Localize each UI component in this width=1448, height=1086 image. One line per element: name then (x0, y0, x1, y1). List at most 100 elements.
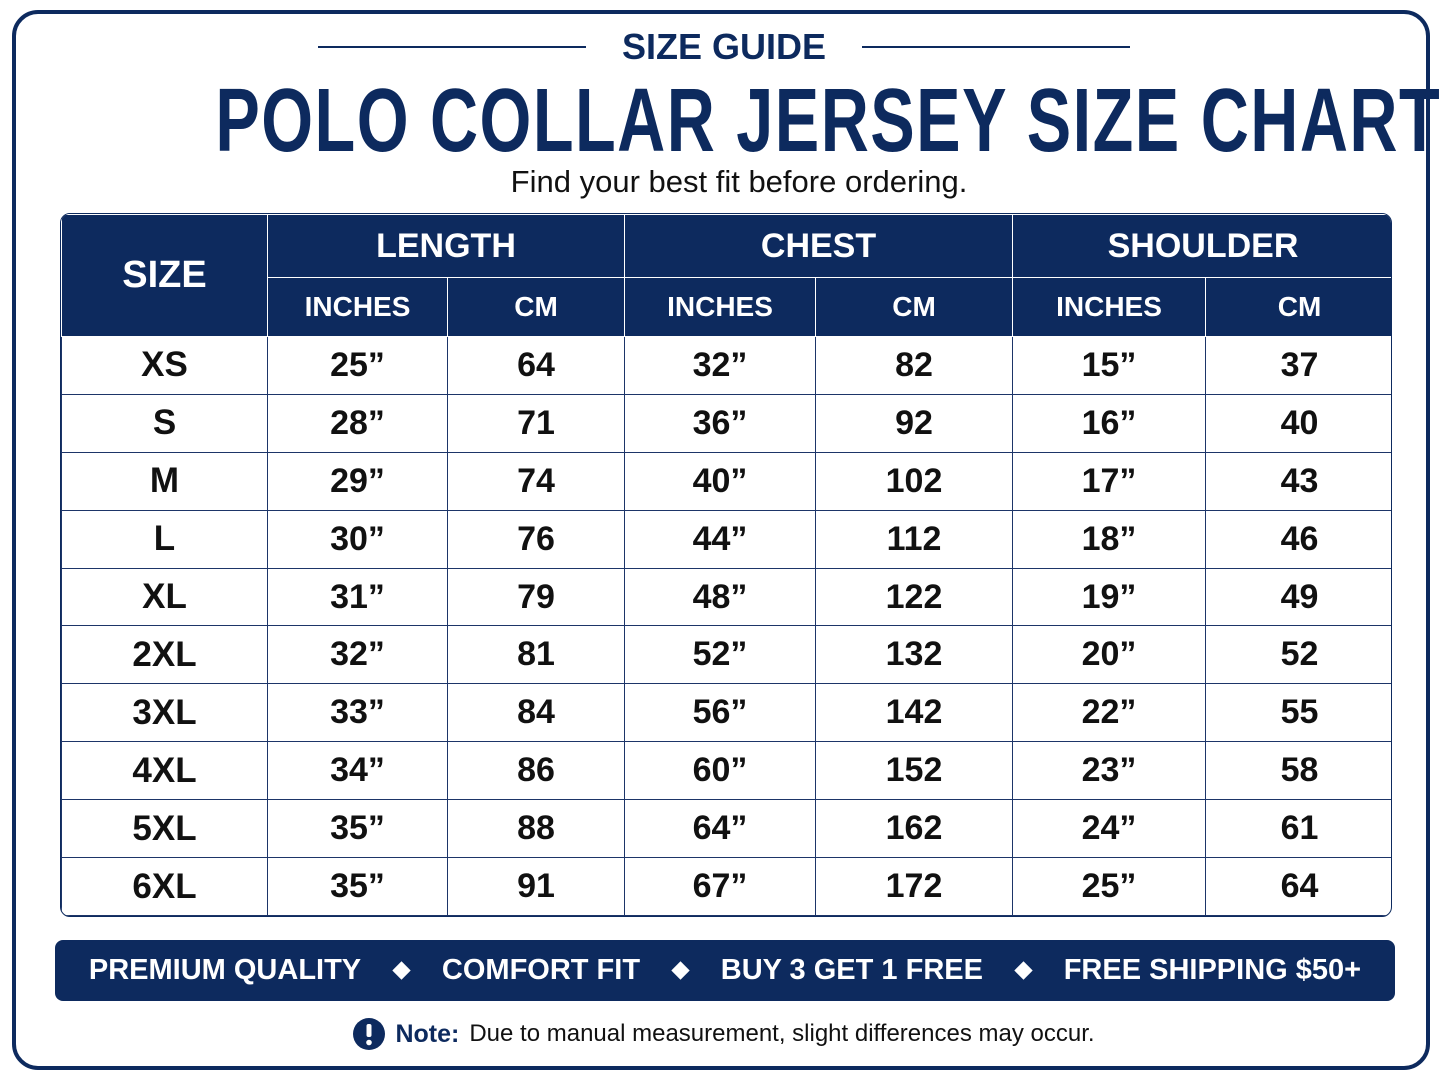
title: POLO COLLAR JERSEY SIZE CHART (215, 71, 1442, 171)
measure-cell: 25” (1012, 857, 1207, 916)
note-icon (353, 1018, 386, 1050)
size-cell: 4XL (61, 741, 268, 801)
size-cell: XS (61, 336, 268, 395)
diamond (1014, 961, 1033, 980)
measure-cell: 71 (447, 393, 625, 453)
measure-cell: 67” (624, 857, 816, 916)
size-row: XL 31” 79 48” 122 19” 49 (61, 567, 1391, 627)
measure-cell: 44” (624, 509, 816, 569)
measure-cell: 86 (447, 741, 625, 801)
measure-cell: 37 (1205, 336, 1391, 395)
measure-cell: 33” (267, 683, 448, 743)
unit-header: CM (814, 277, 1014, 337)
feature: FREE SHIPPING $50+ (1063, 954, 1362, 986)
measure-cell: 35” (267, 799, 448, 859)
measure-cell: 58 (1205, 741, 1391, 801)
note: Note: Due to manual measurement, slight … (0, 1018, 1448, 1050)
measure-cell: 84 (447, 683, 625, 743)
size-row: M 29” 74 40” 102 17” 43 (61, 451, 1391, 511)
table-head: SIZE LENGTH CHEST SHOULDER INCHES CM INCHES CM I… (61, 214, 1391, 337)
size-row: 3XL 33” 84 56” 142 22” 55 (61, 683, 1391, 743)
size-row: 6XL 35” 91 67” 172 25” 64 (61, 857, 1391, 916)
feature: COMFORT FIT (441, 954, 641, 986)
measure-cell: 61 (1205, 799, 1391, 859)
note-label: Note: (395, 1019, 460, 1048)
size-row: S 28” 71 36” 92 16” 40 (61, 393, 1391, 453)
measure-cell: 40” (624, 451, 816, 511)
note-text: Due to manual measurement, slight differ… (469, 1020, 1095, 1047)
size-cell: L (61, 509, 268, 569)
size-cell: M (61, 451, 268, 511)
unit-header: INCHES (624, 277, 816, 337)
measure-cell: 24” (1012, 799, 1207, 859)
size-header: SIZE (61, 214, 268, 337)
subtitle: Find your best fit before ordering. (510, 164, 968, 199)
rule (317, 46, 586, 48)
measure-cell: 40 (1205, 393, 1391, 453)
measure-cell: 76 (447, 509, 625, 569)
measure-cell: 172 (814, 857, 1014, 916)
measure-cell: 52” (624, 625, 816, 685)
frame (12, 10, 1430, 1070)
header-row: SIZE LENGTH CHEST SHOULDER (61, 214, 1391, 337)
size-row: 5XL 35” 88 64” 162 24” 61 (61, 799, 1391, 859)
measure-cell: 34” (267, 741, 448, 801)
measure-cell: 20” (1012, 625, 1207, 685)
title-wrap: POLO COLLAR JERSEY SIZE CHART (0, 70, 1448, 173)
measure-cell: 64” (624, 799, 816, 859)
measure-cell: 16” (1012, 393, 1207, 453)
measure-cell: 49 (1205, 567, 1391, 627)
unit-header: INCHES (267, 277, 448, 337)
measure-cell: 64 (1205, 857, 1391, 916)
measure-cell: 64 (447, 336, 625, 395)
measure-cell: 43 (1205, 451, 1391, 511)
measure-cell: 102 (814, 451, 1014, 511)
feature: BUY 3 GET 1 FREE (720, 954, 983, 986)
measure-cell: 142 (814, 683, 1014, 743)
measure-cell: 23” (1012, 741, 1207, 801)
measure-cell: 17” (1012, 451, 1207, 511)
measure-cell: 46 (1205, 509, 1391, 569)
measure-cell: 25” (267, 336, 448, 395)
measure-cell: 36” (624, 393, 816, 453)
size-row: 4XL 34” 86 60” 152 23” 58 (61, 741, 1391, 801)
measure-cell: 32” (267, 625, 448, 685)
measure-cell: 91 (447, 857, 625, 916)
table-body: XS 25” 64 32” 82 15” 37 S 28” 71 36” 92 16” 40 M 29” 74 4… (61, 336, 1391, 916)
group-header: LENGTH (267, 214, 625, 278)
group-header: CHEST (623, 214, 1014, 278)
size-table: SIZE LENGTH CHEST SHOULDER INCHES CM INCHES CM I… (61, 214, 1391, 916)
measure-cell: 18” (1012, 509, 1207, 569)
measure-cell: 31” (267, 567, 448, 627)
size-row: L 30” 76 44” 112 18” 46 (61, 509, 1391, 569)
measure-cell: 22” (1012, 683, 1207, 743)
measure-cell: 19” (1012, 567, 1207, 627)
measure-cell: 81 (447, 625, 625, 685)
measure-cell: 74 (447, 451, 625, 511)
measure-cell: 88 (447, 799, 625, 859)
measure-cell: 30” (267, 509, 448, 569)
measure-cell: 122 (814, 567, 1014, 627)
eyebrow-row: SIZE GUIDE (0, 26, 1448, 68)
size-cell: 2XL (61, 625, 268, 685)
size-cell: 5XL (61, 799, 268, 859)
unit-header: CM (1205, 277, 1391, 337)
group-header: SHOULDER (1012, 214, 1391, 278)
table-wrap: SIZE LENGTH CHEST SHOULDER INCHES CM INCHES CM I… (60, 213, 1392, 917)
size-row: XS 25” 64 32” 82 15” 37 (61, 336, 1391, 395)
size-cell: XL (61, 567, 268, 627)
feature-band: PREMIUM QUALITY COMFORT FIT BUY 3 GET 1 FR… (55, 940, 1395, 1001)
measure-cell: 28” (267, 393, 448, 453)
subheader-row: INCHES CM INCHES CM INCHES CM (62, 277, 1391, 337)
measure-cell: 35” (267, 857, 448, 916)
measure-cell: 60” (624, 741, 816, 801)
eyebrow: SIZE GUIDE (621, 26, 827, 67)
size-cell: 6XL (61, 857, 268, 916)
size-cell: S (61, 393, 268, 453)
diamond (671, 961, 690, 980)
measure-cell: 56” (624, 683, 816, 743)
measure-cell: 82 (814, 336, 1014, 395)
rule (862, 46, 1131, 48)
measure-cell: 32” (624, 336, 816, 395)
